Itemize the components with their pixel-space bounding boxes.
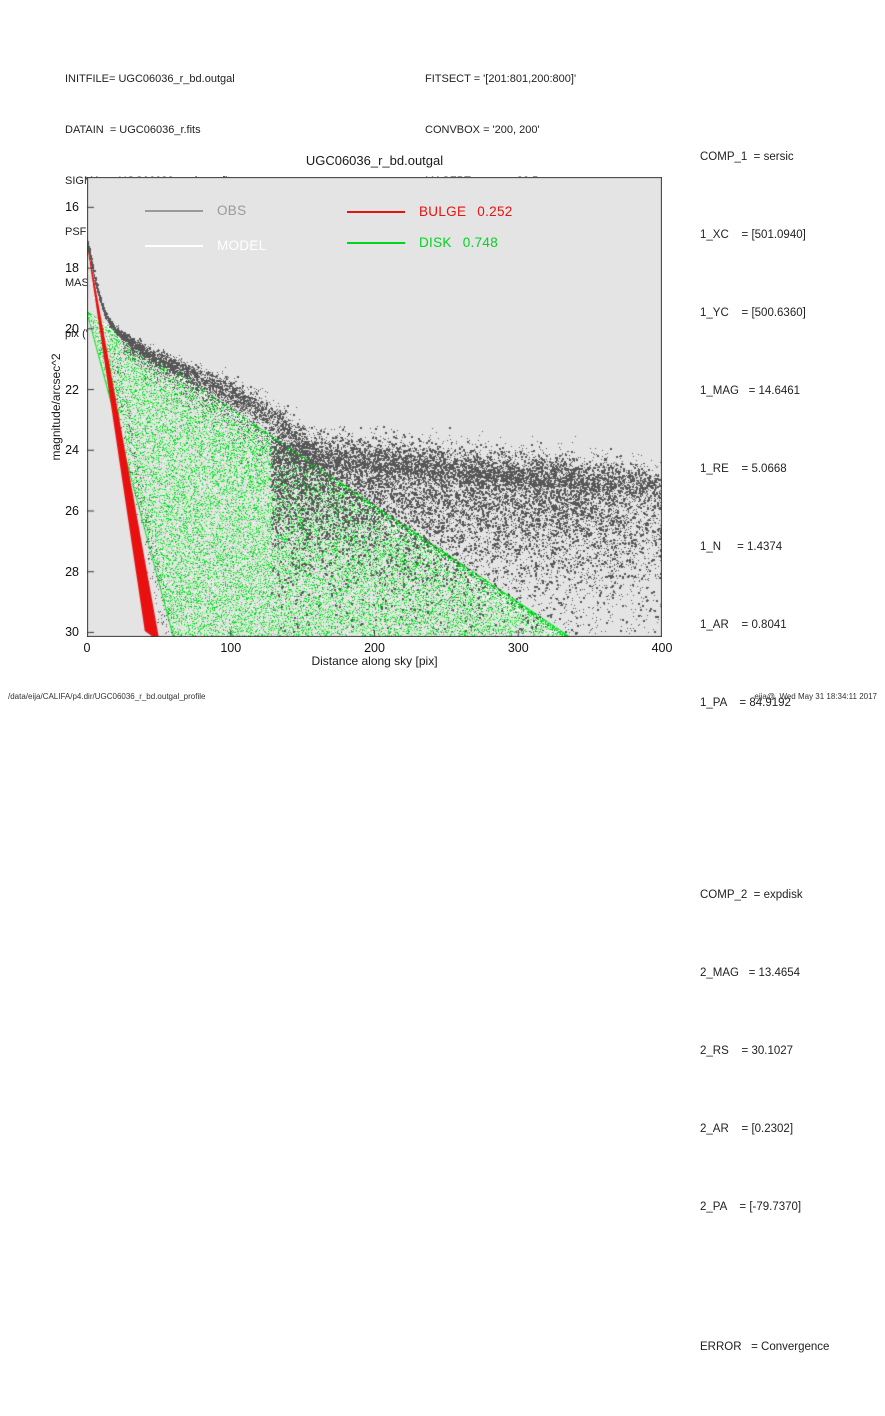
disk-line-swatch <box>347 241 405 244</box>
error-status: ERROR = Convergence <box>700 1341 830 1353</box>
x-axis-label: Distance along sky [pix] <box>311 654 438 668</box>
legend-item-model: MODEL <box>145 238 267 253</box>
comp1-type: COMP_1 = sersic <box>700 151 794 163</box>
comp2-mag: 2_MAG = 13.4654 <box>700 967 801 979</box>
convbox-line: CONVBOX = '200, 200' <box>425 124 540 136</box>
comp1-yc: 1_YC = [500.6360] <box>700 307 806 319</box>
y-tick-label: 24 <box>65 443 79 458</box>
galfit-profile-window: { "header": { "left_lines": [ "INITFILE=… <box>8 73 877 1353</box>
comp1-pa: 1_PA = 84.9192 <box>700 697 791 709</box>
comp1-n: 1_N = 1.4374 <box>700 541 783 553</box>
footer-timestamp: eija@ Wed May 31 18:34:11 2017 <box>754 692 877 701</box>
comp1-mag: 1_MAG = 14.6461 <box>700 385 801 397</box>
bulge-legend-label: BULGE <box>419 204 467 219</box>
comp1-ar: 1_AR = 0.8041 <box>700 619 787 631</box>
profile-plot-canvas <box>87 177 662 637</box>
component-2-params: COMP_2 = expdisk 2_MAG = 13.4654 2_RS = … <box>700 830 829 1272</box>
legend-item-obs: OBS <box>145 203 246 218</box>
y-axis-label: magnitude/arcsec^2 <box>49 353 63 461</box>
comp2-rs: 2_RS = 30.1027 <box>700 1045 794 1057</box>
y-tick-label: 20 <box>65 321 79 336</box>
obs-legend-label: OBS <box>217 203 247 218</box>
datain-line: DATAIN = UGC06036_r.fits <box>65 124 201 136</box>
disk-fraction-value: 0.748 <box>462 235 499 250</box>
y-tick-label: 30 <box>65 625 79 640</box>
x-tick-label: 0 <box>83 641 91 655</box>
comp1-re: 1_RE = 5.0668 <box>700 463 787 475</box>
fitsect-line: FITSECT = '[201:801,200:800]' <box>425 73 577 85</box>
bulge-fraction-value: 0.252 <box>477 204 513 219</box>
x-tick-label: 200 <box>364 641 385 655</box>
comp1-xc: 1_XC = [501.0940] <box>700 229 806 241</box>
initfile-line: INITFILE= UGC06036_r_bd.outgal <box>65 73 235 85</box>
y-tick-label: 26 <box>65 503 79 518</box>
legend-item-bulge: BULGE 0.252 <box>347 204 513 219</box>
comp2-pa: 2_PA = [-79.7370] <box>700 1201 802 1213</box>
y-tick-label: 28 <box>65 564 79 579</box>
y-tick-label: 16 <box>65 200 79 215</box>
footer-filepath: /data/eija/CALIFA/p4.dir/UGC06036_r_bd.o… <box>8 692 206 701</box>
plot-title: UGC06036_r_bd.outgal <box>305 153 444 168</box>
bulge-line-swatch <box>347 210 405 213</box>
y-tick-label: 22 <box>65 382 79 397</box>
obs-line-swatch <box>145 209 203 212</box>
model-legend-label: MODEL <box>217 238 267 253</box>
comp2-ar: 2_AR = [0.2302] <box>700 1123 794 1135</box>
component-1-params: COMP_1 = sersic 1_XC = [501.0940] 1_YC =… <box>700 92 829 768</box>
x-tick-label: 100 <box>220 641 242 655</box>
x-tick-label: 400 <box>651 641 673 655</box>
disk-legend-label: DISK <box>419 235 452 250</box>
comp2-type: COMP_2 = expdisk <box>700 889 803 901</box>
legend-item-disk: DISK 0.748 <box>347 235 498 250</box>
profile-plot: OBS MODEL BULGE 0.252 DISK 0.748 <box>87 177 662 637</box>
x-tick-label: 300 <box>507 641 529 655</box>
parameters-panel: COMP_1 = sersic 1_XC = [501.0940] 1_YC =… <box>700 40 829 1416</box>
model-line-swatch <box>145 244 203 247</box>
y-tick-label: 18 <box>65 261 79 276</box>
